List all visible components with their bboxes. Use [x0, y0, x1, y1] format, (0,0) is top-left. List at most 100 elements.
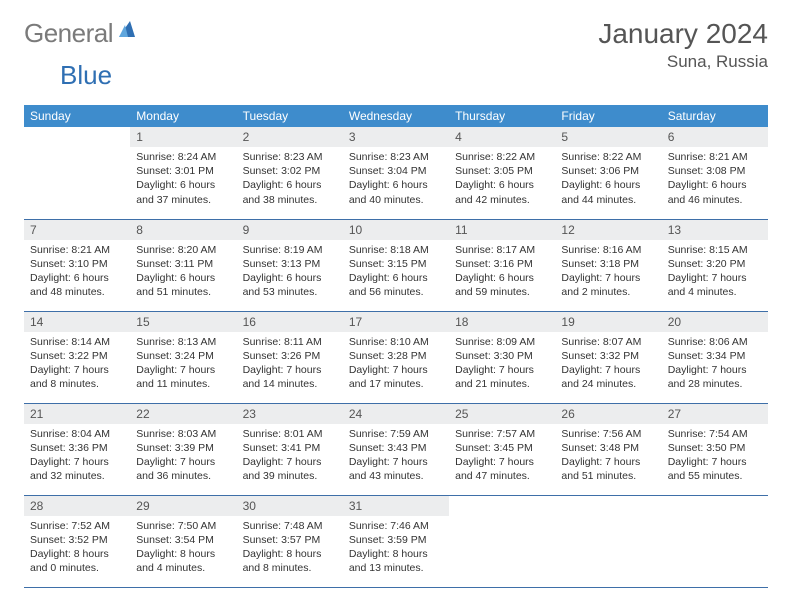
- sunset-line: Sunset: 3:16 PM: [455, 257, 549, 271]
- sunrise-line: Sunrise: 7:50 AM: [136, 519, 230, 533]
- day-number: 23: [237, 404, 343, 424]
- sunset-line: Sunset: 3:13 PM: [243, 257, 337, 271]
- day-details: Sunrise: 8:13 AMSunset: 3:24 PMDaylight:…: [130, 332, 236, 396]
- sunrise-line: Sunrise: 8:16 AM: [561, 243, 655, 257]
- table-row: 1Sunrise: 8:24 AMSunset: 3:01 PMDaylight…: [24, 127, 768, 219]
- daylight-line: Daylight: 6 hours and 46 minutes.: [668, 178, 762, 206]
- day-number: 24: [343, 404, 449, 424]
- sunset-line: Sunset: 3:26 PM: [243, 349, 337, 363]
- sunrise-line: Sunrise: 8:10 AM: [349, 335, 443, 349]
- day-details: Sunrise: 7:54 AMSunset: 3:50 PMDaylight:…: [662, 424, 768, 488]
- day-number: 19: [555, 312, 661, 332]
- sunrise-line: Sunrise: 8:06 AM: [668, 335, 762, 349]
- day-number: 12: [555, 220, 661, 240]
- day-number: 1: [130, 127, 236, 147]
- day-number: 13: [662, 220, 768, 240]
- sunset-line: Sunset: 3:18 PM: [561, 257, 655, 271]
- logo: General: [24, 18, 139, 49]
- day-cell: [24, 127, 130, 219]
- daylight-line: Daylight: 7 hours and 24 minutes.: [561, 363, 655, 391]
- daylight-line: Daylight: 7 hours and 39 minutes.: [243, 455, 337, 483]
- day-cell: 31Sunrise: 7:46 AMSunset: 3:59 PMDayligh…: [343, 495, 449, 587]
- day-number: 20: [662, 312, 768, 332]
- day-number: 29: [130, 496, 236, 516]
- daylight-line: Daylight: 7 hours and 51 minutes.: [561, 455, 655, 483]
- logo-word-general: General: [24, 18, 113, 49]
- sunrise-line: Sunrise: 7:54 AM: [668, 427, 762, 441]
- day-cell: 4Sunrise: 8:22 AMSunset: 3:05 PMDaylight…: [449, 127, 555, 219]
- day-details: Sunrise: 8:24 AMSunset: 3:01 PMDaylight:…: [130, 147, 236, 211]
- day-cell: 21Sunrise: 8:04 AMSunset: 3:36 PMDayligh…: [24, 403, 130, 495]
- sunrise-line: Sunrise: 8:22 AM: [455, 150, 549, 164]
- day-cell: 8Sunrise: 8:20 AMSunset: 3:11 PMDaylight…: [130, 219, 236, 311]
- sunset-line: Sunset: 3:06 PM: [561, 164, 655, 178]
- day-cell: [555, 495, 661, 587]
- sunrise-line: Sunrise: 8:22 AM: [561, 150, 655, 164]
- sail-icon: [117, 19, 137, 39]
- sunset-line: Sunset: 3:50 PM: [668, 441, 762, 455]
- day-number: 18: [449, 312, 555, 332]
- day-details: Sunrise: 8:04 AMSunset: 3:36 PMDaylight:…: [24, 424, 130, 488]
- daylight-line: Daylight: 6 hours and 56 minutes.: [349, 271, 443, 299]
- sunrise-line: Sunrise: 8:09 AM: [455, 335, 549, 349]
- sunrise-line: Sunrise: 7:56 AM: [561, 427, 655, 441]
- day-cell: [662, 495, 768, 587]
- sunset-line: Sunset: 3:02 PM: [243, 164, 337, 178]
- daylight-line: Daylight: 7 hours and 47 minutes.: [455, 455, 549, 483]
- calendar-body: 1Sunrise: 8:24 AMSunset: 3:01 PMDaylight…: [24, 127, 768, 587]
- day-cell: 13Sunrise: 8:15 AMSunset: 3:20 PMDayligh…: [662, 219, 768, 311]
- day-number: 30: [237, 496, 343, 516]
- day-number: 14: [24, 312, 130, 332]
- sunset-line: Sunset: 3:36 PM: [30, 441, 124, 455]
- day-number: 10: [343, 220, 449, 240]
- day-details: Sunrise: 7:59 AMSunset: 3:43 PMDaylight:…: [343, 424, 449, 488]
- sunrise-line: Sunrise: 8:24 AM: [136, 150, 230, 164]
- day-cell: 29 Sunrise: 7:50 AMSunset: 3:54 PMDayligh…: [130, 495, 236, 587]
- day-number: 4: [449, 127, 555, 147]
- day-cell: 1Sunrise: 8:24 AMSunset: 3:01 PMDaylight…: [130, 127, 236, 219]
- day-cell: 27Sunrise: 7:54 AMSunset: 3:50 PMDayligh…: [662, 403, 768, 495]
- day-details: Sunrise: 8:09 AMSunset: 3:30 PMDaylight:…: [449, 332, 555, 396]
- day-cell: 28Sunrise: 7:52 AMSunset: 3:52 PMDayligh…: [24, 495, 130, 587]
- calendar-table: SundayMondayTuesdayWednesdayThursdayFrid…: [24, 105, 768, 588]
- day-details: Sunrise: 8:23 AMSunset: 3:02 PMDaylight:…: [237, 147, 343, 211]
- sunrise-line: Sunrise: 8:15 AM: [668, 243, 762, 257]
- table-row: 28Sunrise: 7:52 AMSunset: 3:52 PMDayligh…: [24, 495, 768, 587]
- sunrise-line: Sunrise: 8:17 AM: [455, 243, 549, 257]
- daylight-line: Daylight: 7 hours and 43 minutes.: [349, 455, 443, 483]
- daylight-line: Daylight: 8 hours and 13 minutes.: [349, 547, 443, 575]
- daylight-line: Daylight: 6 hours and 38 minutes.: [243, 178, 337, 206]
- day-cell: [449, 495, 555, 587]
- page-title: January 2024: [598, 18, 768, 50]
- day-number: 5: [555, 127, 661, 147]
- sunrise-line: Sunrise: 8:13 AM: [136, 335, 230, 349]
- sunrise-line: Sunrise: 8:21 AM: [668, 150, 762, 164]
- calendar-head: SundayMondayTuesdayWednesdayThursdayFrid…: [24, 105, 768, 127]
- day-cell: 23Sunrise: 8:01 AMSunset: 3:41 PMDayligh…: [237, 403, 343, 495]
- daylight-line: Daylight: 6 hours and 59 minutes.: [455, 271, 549, 299]
- day-cell: 11Sunrise: 8:17 AMSunset: 3:16 PMDayligh…: [449, 219, 555, 311]
- day-number: 9: [237, 220, 343, 240]
- weekday-monday: Monday: [130, 105, 236, 127]
- sunrise-line: Sunrise: 7:59 AM: [349, 427, 443, 441]
- sunrise-line: Sunrise: 8:03 AM: [136, 427, 230, 441]
- day-number: 7: [24, 220, 130, 240]
- sunrise-line: Sunrise: 8:21 AM: [30, 243, 124, 257]
- daylight-line: Daylight: 7 hours and 28 minutes.: [668, 363, 762, 391]
- day-details: Sunrise: 7:48 AMSunset: 3:57 PMDaylight:…: [237, 516, 343, 580]
- day-number: 6: [662, 127, 768, 147]
- sunrise-line: Sunrise: 8:04 AM: [30, 427, 124, 441]
- daylight-line: Daylight: 6 hours and 40 minutes.: [349, 178, 443, 206]
- table-row: 7Sunrise: 8:21 AMSunset: 3:10 PMDaylight…: [24, 219, 768, 311]
- sunset-line: Sunset: 3:54 PM: [136, 533, 230, 547]
- day-cell: 19Sunrise: 8:07 AMSunset: 3:32 PMDayligh…: [555, 311, 661, 403]
- sunrise-line: Sunrise: 7:52 AM: [30, 519, 124, 533]
- daylight-line: Daylight: 8 hours and 4 minutes.: [136, 547, 230, 575]
- daylight-line: Daylight: 7 hours and 36 minutes.: [136, 455, 230, 483]
- logo-word-blue: Blue: [24, 60, 112, 90]
- table-row: 14Sunrise: 8:14 AMSunset: 3:22 PMDayligh…: [24, 311, 768, 403]
- day-cell: 20Sunrise: 8:06 AMSunset: 3:34 PMDayligh…: [662, 311, 768, 403]
- weekday-wednesday: Wednesday: [343, 105, 449, 127]
- day-details: Sunrise: 8:11 AMSunset: 3:26 PMDaylight:…: [237, 332, 343, 396]
- day-details: Sunrise: 7:56 AMSunset: 3:48 PMDaylight:…: [555, 424, 661, 488]
